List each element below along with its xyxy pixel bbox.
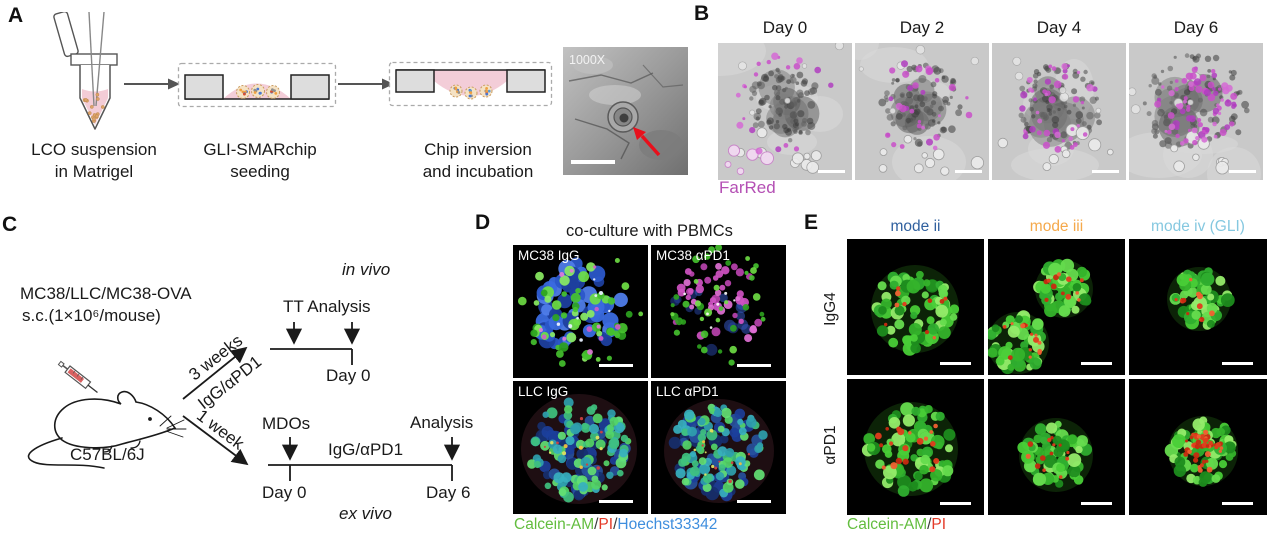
organoid-image-igg4-mode-iv <box>1129 239 1267 375</box>
branch-arrows <box>182 346 249 466</box>
step-label-seeding: GLI-SMARchip seeding <box>203 140 317 181</box>
microscopy-image-day2 <box>855 43 989 180</box>
panel-e-legend: Calcein-AM/PI <box>847 516 946 534</box>
organoid-image-apd1-mode-iv <box>1129 379 1267 515</box>
panel-d-legend: Calcein-AM/PI/Hoechst33342 <box>514 516 717 534</box>
legend-calcein: Calcein-AM <box>847 516 928 533</box>
sem-pointer-arrow-icon <box>640 134 661 157</box>
col-header-mode-iii: mode iii <box>1029 218 1084 235</box>
flow-arrow-icon <box>124 78 180 90</box>
coculture-image-mc38-apd1 <box>651 245 786 378</box>
step-label-lco: LCO suspension in Matrigel <box>31 140 157 181</box>
legend-slash: / <box>927 516 932 533</box>
coculture-image-mc38-igg <box>513 245 648 378</box>
exvivo-timeline <box>268 437 461 481</box>
panel-d-title: co-culture with PBMCs <box>566 222 733 240</box>
panel-label-c: C <box>2 213 18 236</box>
coculture-image-llc-igg <box>513 381 648 514</box>
experiment-schematic <box>27 322 461 481</box>
sem-magnification-label: 1000X <box>569 53 606 67</box>
mdos-label: MDOs <box>262 414 311 433</box>
cell-lines-label: MC38/LLC/MC38-OVA <box>20 284 192 303</box>
invivo-events-label: TT Analysis <box>283 297 371 316</box>
exvivo-analysis-label: Analysis <box>410 413 474 432</box>
sem-image: 1000X <box>563 47 688 175</box>
tube-icon <box>53 12 118 130</box>
organoid-image-apd1-mode-ii <box>847 379 984 515</box>
exvivo-day6-label: Day 6 <box>426 483 471 502</box>
panel-label-e: E <box>804 211 819 234</box>
panel-label-a: A <box>8 4 24 27</box>
image-label-mc38-apd1: MC38 αPD1 <box>656 248 730 263</box>
day-label-0: Day 0 <box>762 18 808 37</box>
invivo-timeline <box>270 322 361 365</box>
image-label-mc38-igg: MC38 IgG <box>518 248 580 263</box>
day-label-6: Day 6 <box>1173 18 1219 37</box>
syringe-icon <box>57 360 98 394</box>
image-label-llc-apd1: LLC αPD1 <box>656 384 719 399</box>
exvivo-treatment-label: IgG/αPD1 <box>328 440 404 459</box>
col-header-mode-iv: mode iv (GLI) <box>1151 218 1245 235</box>
microscopy-image-day4 <box>992 43 1126 180</box>
invivo-day0-label: Day 0 <box>326 366 371 385</box>
microscopy-image-day6 <box>1129 43 1263 180</box>
row-header-igg4: IgG4 <box>822 292 839 326</box>
scale-bar <box>571 160 615 164</box>
farred-stain-label: FarRed <box>719 178 776 197</box>
chip-seeding-icon <box>177 62 337 108</box>
legend-pi: PI <box>598 516 614 533</box>
invivo-label: in vivo <box>342 260 391 279</box>
mouse-strain-label: C57BL/6J <box>70 445 145 464</box>
panel-label-b: B <box>694 2 710 25</box>
day-label-2: Day 2 <box>899 18 945 37</box>
organoid-image-igg4-mode-iii <box>988 239 1125 375</box>
organoid-image-igg4-mode-ii <box>847 239 984 375</box>
injection-label: s.c.(1×10⁶/mouse) <box>22 306 161 325</box>
coculture-image-llc-apd1 <box>651 381 786 514</box>
step-label-inversion: Chip inversion and incubation <box>422 140 534 181</box>
exvivo-label: ex vivo <box>339 504 392 523</box>
chip-inversion-icon <box>388 61 553 107</box>
row-header-apd1: αPD1 <box>822 425 839 465</box>
legend-calcein: Calcein-AM <box>514 516 595 533</box>
microscopy-image-day0 <box>718 43 852 180</box>
mouse-icon <box>27 390 187 469</box>
legend-slash: / <box>594 516 599 533</box>
legend-hoechst: Hoechst33342 <box>617 516 718 533</box>
flow-arrow-icon <box>338 78 394 90</box>
day-label-4: Day 4 <box>1036 18 1082 37</box>
organoid-image-apd1-mode-iii <box>988 379 1125 515</box>
image-label-llc-igg: LLC IgG <box>518 384 569 399</box>
exvivo-day0-label: Day 0 <box>262 483 307 502</box>
legend-slash: / <box>613 516 618 533</box>
col-header-mode-ii: mode ii <box>890 218 941 235</box>
panel-label-d: D <box>475 211 491 234</box>
legend-pi: PI <box>931 516 947 533</box>
